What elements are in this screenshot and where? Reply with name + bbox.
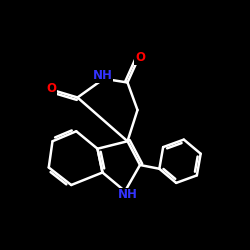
Text: O: O — [135, 51, 145, 64]
Text: NH: NH — [118, 188, 138, 202]
Text: O: O — [46, 82, 56, 95]
Text: NH: NH — [92, 69, 112, 82]
